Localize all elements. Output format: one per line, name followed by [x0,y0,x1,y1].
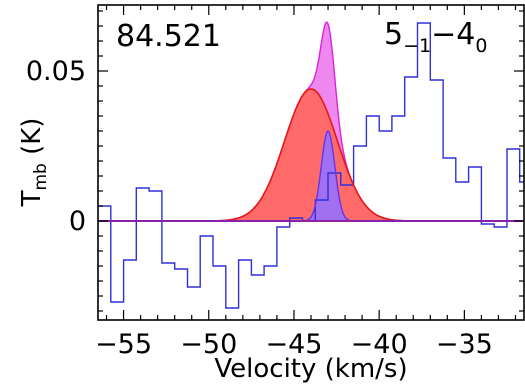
x-tick-label: −50 [180,329,237,360]
x-axis-title: Velocity (km/s) [214,354,407,384]
transition-upper-level: 5 [384,17,403,52]
y-axis-title-base: T [17,190,47,207]
x-tick-label: −35 [436,329,493,360]
x-tick-label: −55 [95,329,152,360]
transition-lower-level: 4 [456,17,475,52]
spectrum-line [98,22,524,309]
transition-dash: − [431,17,456,52]
x-tick-label: −40 [351,329,408,360]
y-tick-label: 0 [69,206,86,237]
broad-component-area [98,89,524,221]
y-axis-title-unit: (K) [17,118,47,164]
x-tick-label: −45 [265,329,322,360]
frequency-label: 84.521 [116,19,221,54]
y-axis-title-sub: mb [31,163,51,190]
y-tick-label: 0.05 [26,56,86,87]
transition-label: 5−1−40 [384,17,487,57]
transition-upper-sublevel: −1 [403,35,431,57]
transition-lower-sublevel: 0 [475,35,487,57]
y-axis-title: Tmb (K) [17,118,51,208]
